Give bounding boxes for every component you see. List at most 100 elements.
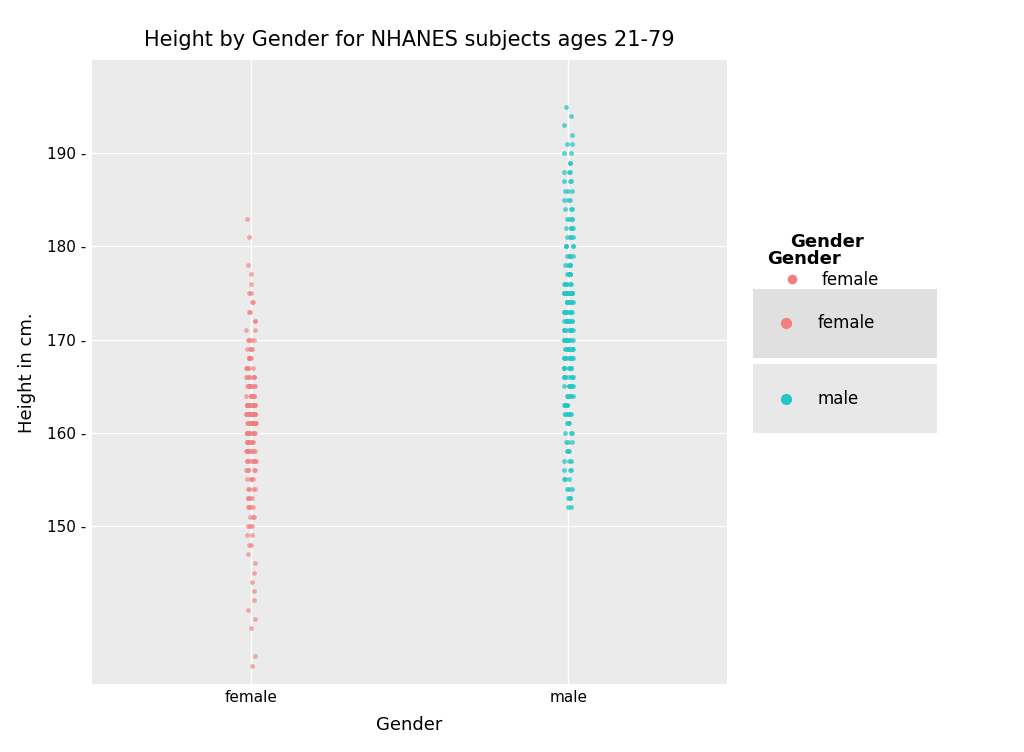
Point bbox=[564, 231, 581, 243]
Point bbox=[239, 399, 255, 411]
Point bbox=[564, 241, 581, 253]
Point bbox=[247, 408, 263, 420]
Point bbox=[563, 231, 580, 243]
Point bbox=[564, 334, 581, 346]
Point bbox=[245, 455, 261, 467]
Point bbox=[240, 427, 256, 439]
Point bbox=[240, 502, 256, 514]
Point bbox=[559, 334, 575, 346]
Point bbox=[561, 343, 578, 355]
Point bbox=[239, 408, 255, 420]
Point bbox=[245, 399, 261, 411]
Point bbox=[563, 502, 580, 514]
Point bbox=[246, 371, 262, 383]
Point bbox=[563, 436, 580, 448]
Point bbox=[556, 147, 572, 159]
Point bbox=[242, 436, 258, 448]
Point bbox=[561, 352, 578, 364]
Point bbox=[241, 371, 257, 383]
Point bbox=[246, 427, 262, 439]
Point bbox=[245, 390, 261, 402]
Point bbox=[240, 334, 256, 346]
Point bbox=[559, 231, 575, 243]
Point bbox=[241, 464, 257, 476]
Point bbox=[247, 408, 263, 420]
Point bbox=[557, 259, 573, 271]
Point bbox=[562, 156, 579, 168]
Point bbox=[559, 399, 575, 411]
Point bbox=[559, 399, 575, 411]
Point bbox=[244, 417, 260, 429]
Point bbox=[240, 445, 256, 457]
Point bbox=[246, 390, 262, 402]
Point bbox=[241, 362, 257, 374]
Point bbox=[558, 315, 574, 327]
Text: Gender: Gender bbox=[767, 250, 841, 268]
Point bbox=[241, 492, 257, 504]
Point bbox=[242, 436, 258, 448]
Point bbox=[558, 305, 574, 317]
Point bbox=[245, 362, 261, 374]
Point bbox=[241, 502, 257, 514]
Point bbox=[557, 427, 573, 439]
Point bbox=[563, 305, 580, 317]
Point bbox=[561, 268, 578, 280]
Point bbox=[564, 287, 581, 299]
Point bbox=[559, 296, 575, 308]
Point bbox=[777, 317, 794, 329]
Point bbox=[243, 334, 259, 346]
Point bbox=[556, 352, 572, 364]
FancyBboxPatch shape bbox=[753, 289, 937, 358]
Point bbox=[563, 362, 580, 374]
Point bbox=[556, 371, 572, 383]
Point bbox=[565, 381, 582, 393]
Point bbox=[561, 305, 578, 317]
Point bbox=[558, 287, 574, 299]
Point bbox=[564, 483, 581, 495]
Point bbox=[556, 315, 572, 327]
Point bbox=[560, 390, 577, 402]
Point bbox=[563, 427, 580, 439]
Point bbox=[245, 408, 261, 420]
Point bbox=[245, 408, 261, 420]
Point bbox=[246, 595, 262, 607]
Point bbox=[558, 241, 574, 253]
Point bbox=[241, 408, 257, 420]
Point bbox=[559, 343, 575, 355]
Point bbox=[556, 334, 572, 346]
Point bbox=[561, 464, 578, 476]
Point bbox=[239, 408, 255, 420]
Point bbox=[245, 296, 261, 308]
Point bbox=[245, 399, 261, 411]
Point bbox=[247, 417, 263, 429]
Point bbox=[247, 399, 263, 411]
Point bbox=[557, 277, 573, 290]
Point bbox=[561, 287, 578, 299]
Point bbox=[559, 287, 575, 299]
Point bbox=[558, 287, 574, 299]
Point bbox=[240, 483, 256, 495]
Point bbox=[556, 473, 572, 485]
Point bbox=[246, 585, 262, 597]
Point bbox=[246, 399, 262, 411]
Point bbox=[561, 455, 578, 467]
Point bbox=[556, 324, 572, 336]
Point bbox=[559, 436, 575, 448]
Point bbox=[557, 241, 573, 253]
Point bbox=[244, 436, 260, 448]
Point bbox=[239, 399, 255, 411]
Point bbox=[559, 250, 575, 262]
Point bbox=[561, 362, 578, 374]
Point bbox=[560, 492, 577, 504]
Point bbox=[558, 352, 574, 364]
Point bbox=[239, 371, 255, 383]
Point bbox=[564, 213, 581, 225]
Point bbox=[243, 390, 259, 402]
Point bbox=[557, 352, 573, 364]
FancyBboxPatch shape bbox=[753, 364, 937, 433]
Point bbox=[561, 381, 578, 393]
Point bbox=[558, 222, 574, 234]
Point bbox=[562, 408, 579, 420]
Point bbox=[244, 529, 260, 541]
Point bbox=[241, 492, 257, 504]
